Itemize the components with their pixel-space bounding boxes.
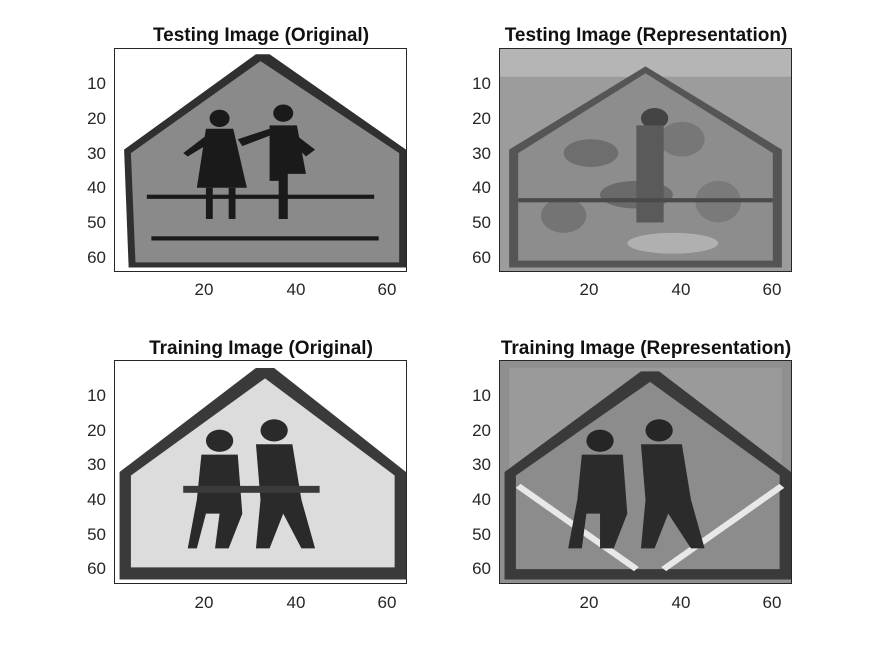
x-tick-label: 40 — [286, 280, 306, 299]
y-tick-label: 60 — [472, 248, 491, 267]
y-tick-label: 50 — [472, 213, 491, 232]
x-tick-label: 40 — [671, 593, 691, 612]
y-tick-label: 40 — [87, 490, 106, 509]
y-tick-label: 30 — [87, 144, 106, 163]
x-tick-label: 60 — [762, 280, 782, 299]
y-tick-label: 20 — [472, 109, 491, 128]
x-tick-label: 60 — [377, 593, 397, 612]
x-tick-label: 40 — [671, 280, 691, 299]
y-tick-label: 40 — [472, 178, 491, 197]
image-axes — [114, 48, 407, 272]
y-tick-label: 30 — [472, 455, 491, 474]
panel-title: Testing Image (Original) — [152, 25, 370, 46]
y-tick-label: 10 — [87, 74, 106, 93]
y-tick-label: 20 — [472, 421, 491, 440]
y-tick-label: 10 — [87, 386, 106, 405]
training-original-image — [115, 361, 406, 583]
x-tick-label: 60 — [377, 280, 397, 299]
y-tick-label: 20 — [87, 421, 106, 440]
image-axes — [499, 360, 792, 584]
y-tick-label: 50 — [87, 525, 106, 544]
panel-title: Training Image (Representation) — [500, 338, 792, 359]
panel-title: Testing Image (Representation) — [504, 25, 788, 46]
image-axes — [114, 360, 407, 584]
image-axes — [499, 48, 792, 272]
y-tick-label: 40 — [87, 178, 106, 197]
x-tick-label: 20 — [194, 280, 214, 299]
testing-original-image — [115, 49, 406, 271]
x-tick-label: 20 — [579, 593, 599, 612]
y-tick-label: 30 — [87, 455, 106, 474]
y-tick-label: 50 — [87, 213, 106, 232]
y-tick-label: 30 — [472, 144, 491, 163]
y-tick-label: 60 — [87, 248, 106, 267]
training-representation-image — [500, 361, 791, 583]
y-tick-label: 60 — [472, 559, 491, 578]
y-tick-label: 40 — [472, 490, 491, 509]
x-tick-label: 60 — [762, 593, 782, 612]
x-tick-label: 40 — [286, 593, 306, 612]
testing-representation-image — [500, 49, 791, 271]
y-tick-label: 50 — [472, 525, 491, 544]
y-tick-label: 60 — [87, 559, 106, 578]
y-tick-label: 20 — [87, 109, 106, 128]
x-tick-label: 20 — [194, 593, 214, 612]
y-tick-label: 10 — [472, 386, 491, 405]
x-tick-label: 20 — [579, 280, 599, 299]
panel-title: Training Image (Original) — [149, 338, 373, 359]
y-tick-label: 10 — [472, 74, 491, 93]
